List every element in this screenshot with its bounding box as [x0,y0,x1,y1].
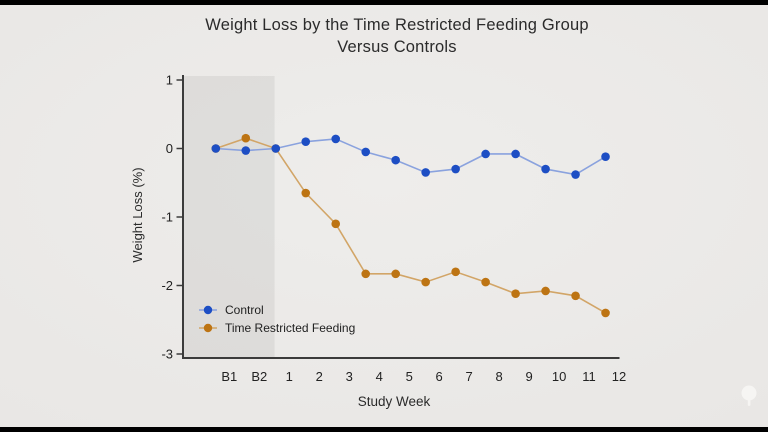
y-tick-label: 0 [166,141,173,156]
series-line [215,137,606,314]
data-point [241,146,251,155]
legend-label-trf: Time Restricted Feeding [225,321,356,335]
x-tick-label: 9 [525,369,532,384]
chart-title: Weight Loss by the Time Restricted Feedi… [13,14,768,58]
letterbox-bottom [0,427,768,432]
x-tick-label: 4 [376,369,383,384]
x-axis-title: Study Week [357,394,431,409]
legend: Control Time Restricted Feeding [198,301,355,337]
data-point [571,170,580,179]
data-point [601,308,610,318]
control-series-marker-icon [199,305,217,315]
data-point [241,133,251,143]
y-tick-label: -1 [161,210,173,225]
data-point [331,134,341,144]
data-point [421,277,430,287]
data-point [451,164,460,174]
x-tick-label: B1 [221,369,237,384]
letterbox-top [0,0,768,5]
data-point [601,152,610,162]
x-tick-label: 7 [466,369,473,384]
data-point [451,267,460,277]
data-point [391,155,400,165]
data-point [541,286,550,296]
y-tick-label: -3 [161,347,173,362]
data-point [421,168,430,177]
data-point [541,164,550,174]
chart-title-line1: Weight Loss by the Time Restricted Feedi… [205,16,589,34]
x-tick-label: 8 [496,369,503,384]
chart-title-line2: Versus Controls [337,38,457,56]
x-tick-label: 5 [406,369,413,384]
legend-item-control: Control [198,301,355,319]
data-point [481,277,490,287]
x-tick-label: 12 [612,369,626,384]
legend-item-trf: Time Restricted Feeding [198,319,355,337]
data-point [361,147,371,157]
baseline-shaded-region [183,76,275,358]
data-point [271,144,281,153]
x-tick-label: 10 [552,369,566,384]
tree-logo-icon [741,385,757,406]
y-tick-label: 1 [166,73,173,88]
data-point [391,269,400,279]
data-point [301,137,311,146]
x-tick-label: B2 [251,369,267,384]
data-point [481,149,490,159]
data-point [361,269,371,279]
data-point [511,289,520,299]
data-point [211,144,221,153]
data-point [511,149,520,159]
data-point [301,188,311,198]
data-point [571,291,580,301]
axes [182,75,620,359]
y-axis-title: Weight Loss (%) [130,167,145,263]
x-tick-label: 1 [286,369,293,384]
x-tick-label: 11 [582,369,596,384]
legend-label-control: Control [225,303,264,317]
x-tick-label: 2 [316,369,323,384]
trf-series-marker-icon [199,323,217,333]
x-tick-label: 3 [346,369,353,384]
y-tick-label: -2 [161,278,173,293]
data-point [331,219,341,229]
series-line [215,138,606,176]
x-tick-label: 6 [436,369,443,384]
